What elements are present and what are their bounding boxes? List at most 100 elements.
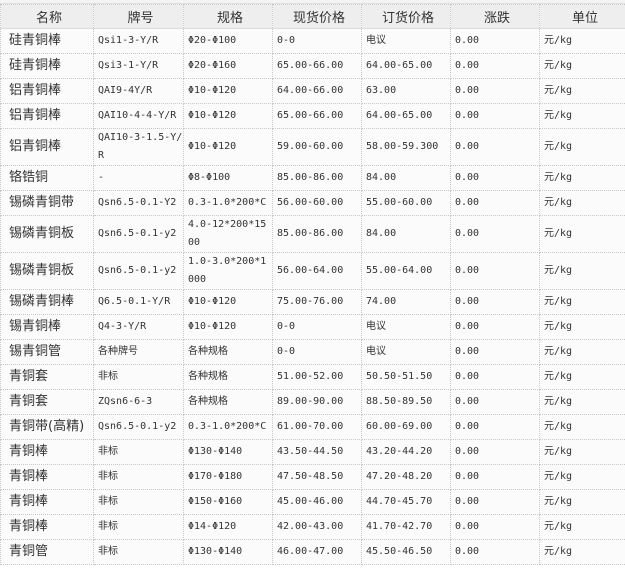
table-row: 锡磷青铜板 Qsn6.5-0.1-y2 1.0-3.0*200*1000 56.00-… [0, 252, 625, 290]
cell-order-price: 88.50-89.50 [361, 389, 451, 415]
cell-spec: 0.3-1.0*200*C [183, 414, 273, 440]
cell-change: 0.00 [450, 389, 540, 415]
cell-name: 青铜套 [0, 389, 94, 415]
cell-unit: 元/kg [539, 252, 625, 290]
cell-spot-price: 75.00-76.00 [272, 289, 362, 315]
cell-name: 青铜棒 [0, 489, 94, 515]
table-row: 青铜棒 非标 Φ150-Φ160 45.00-46.00 44.70-45.70 0.00… [0, 489, 625, 515]
cell-spot-price: 61.00-70.00 [272, 414, 362, 440]
cell-order-price: 电议 [361, 339, 451, 365]
cell-spec: 1.0-3.0*200*1000 [183, 252, 273, 290]
cell-order-price: 64.00-65.00 [361, 103, 451, 129]
cell-spot-price: 43.50-44.50 [272, 439, 362, 465]
cell-spot-price: 85.00-86.00 [272, 165, 362, 191]
cell-grade: Qsn6.5-0.1-y2 [93, 414, 184, 440]
cell-change: 0.00 [450, 28, 540, 54]
cell-spot-price: 51.00-52.00 [272, 364, 362, 390]
cell-spec: 各种规格 [183, 364, 273, 390]
cell-change: 0.00 [450, 190, 540, 216]
cell-spot-price: 45.00-46.00 [272, 489, 362, 515]
cell-change: 0.00 [450, 314, 540, 340]
cell-spec: Φ170-Φ180 [183, 464, 273, 490]
cell-name: 硅青铜棒 [0, 53, 94, 79]
cell-unit: 元/kg [539, 414, 625, 440]
cell-name: 铬锆铜 [0, 165, 94, 191]
cell-grade: 非标 [93, 439, 184, 465]
cell-grade: Qsi3-1-Y/R [93, 53, 184, 79]
table-row: 铝青铜棒 QAI9-4Y/R Φ10-Φ120 64.00-66.00 63.00 0.0… [0, 78, 625, 104]
header-row: 名称 牌号 规格 现货价格 订货价格 涨跌 单位 [0, 4, 625, 29]
table-row: 锡磷青铜棒 Q6.5-0.1-Y/R Φ10-Φ120 75.00-76.00 74.0… [0, 289, 625, 315]
cell-spec: Φ10-Φ120 [183, 78, 273, 104]
cell-change: 0.00 [450, 252, 540, 290]
cell-spec: 0.3-1.0*200*C [183, 190, 273, 216]
cell-change: 0.00 [450, 489, 540, 515]
table-row: 锡青铜管 各种牌号 各种规格 0-0 电议 0.00 元/kg [0, 339, 625, 365]
cell-spot-price: 65.00-66.00 [272, 53, 362, 79]
cell-order-price: 74.00 [361, 289, 451, 315]
cell-order-price: 55.00-60.00 [361, 190, 451, 216]
cell-spot-price: 42.00-43.00 [272, 514, 362, 540]
cell-unit: 元/kg [539, 190, 625, 216]
cell-name: 锡磷青铜板 [0, 252, 94, 290]
cell-unit: 元/kg [539, 364, 625, 390]
cell-unit: 元/kg [539, 389, 625, 415]
table-row: 铝青铜棒 QAI10-4-4-Y/R Φ10-Φ120 65.00-66.00 64.0… [0, 103, 625, 129]
cell-order-price: 电议 [361, 28, 451, 54]
cell-order-price: 60.00-69.00 [361, 414, 451, 440]
cell-spot-price: 46.00-47.00 [272, 539, 362, 565]
cell-spot-price: 59.00-60.00 [272, 128, 362, 166]
top-border [0, 0, 625, 4]
cell-spot-price: 56.00-64.00 [272, 252, 362, 290]
cell-change: 0.00 [450, 364, 540, 390]
cell-spec: 各种规格 [183, 339, 273, 365]
cell-unit: 元/kg [539, 53, 625, 79]
cell-unit: 元/kg [539, 215, 625, 253]
cell-name: 青铜棒 [0, 464, 94, 490]
cell-name: 锡磷青铜棒 [0, 289, 94, 315]
cell-change: 0.00 [450, 514, 540, 540]
cell-name: 青铜套 [0, 364, 94, 390]
cell-order-price: 84.00 [361, 215, 451, 253]
cell-spot-price: 89.00-90.00 [272, 389, 362, 415]
cell-unit: 元/kg [539, 314, 625, 340]
cell-unit: 元/kg [539, 28, 625, 54]
cell-grade: 非标 [93, 464, 184, 490]
table-row: 青铜套 非标 各种规格 51.00-52.00 50.50-51.50 0.00 元/kg [0, 364, 625, 390]
cell-order-price: 50.50-51.50 [361, 364, 451, 390]
header-unit: 单位 [539, 4, 625, 29]
cell-change: 0.00 [450, 215, 540, 253]
cell-grade: 非标 [93, 364, 184, 390]
cell-grade: 非标 [93, 489, 184, 515]
cell-unit: 元/kg [539, 464, 625, 490]
cell-order-price: 64.00-65.00 [361, 53, 451, 79]
cell-order-price: 电议 [361, 314, 451, 340]
cell-unit: 元/kg [539, 514, 625, 540]
table-row: 青铜棒 非标 Φ130-Φ140 43.50-44.50 43.20-44.20 0.00… [0, 439, 625, 465]
cell-unit: 元/kg [539, 339, 625, 365]
cell-order-price: 43.20-44.20 [361, 439, 451, 465]
cell-order-price: 45.50-46.50 [361, 539, 451, 565]
cell-name: 锡磷青铜带 [0, 190, 94, 216]
cell-spec: Φ14-Φ120 [183, 514, 273, 540]
cell-name: 铝青铜棒 [0, 128, 94, 166]
cell-unit: 元/kg [539, 439, 625, 465]
cell-spec: Φ150-Φ160 [183, 489, 273, 515]
table-row: 青铜棒 非标 Φ170-Φ180 47.50-48.50 47.20-48.20 0.00… [0, 464, 625, 490]
cell-grade: QAI10-3-1.5-Y/R [93, 128, 184, 166]
header-order-price: 订货价格 [361, 4, 451, 29]
cell-grade: Q6.5-0.1-Y/R [93, 289, 184, 315]
cell-name: 锡磷青铜板 [0, 215, 94, 253]
cell-grade: Q4-3-Y/R [93, 314, 184, 340]
cell-grade: Qsn6.5-0.1-y2 [93, 215, 184, 253]
cell-change: 0.00 [450, 165, 540, 191]
table-row: 青铜套 ZQsn6-6-3 各种规格 89.00-90.00 88.50-89.50 0.… [0, 389, 625, 415]
table-body: 硅青铜棒 Qsi1-3-Y/R Φ20-Φ100 0-0 电议 0.00 元/kg 硅青铜棒 Q… [0, 28, 625, 565]
cell-change: 0.00 [450, 103, 540, 129]
cell-unit: 元/kg [539, 103, 625, 129]
cell-name: 铝青铜棒 [0, 103, 94, 129]
cell-order-price: 84.00 [361, 165, 451, 191]
cell-grade: - [93, 165, 184, 191]
cell-spot-price: 85.00-86.00 [272, 215, 362, 253]
cell-spec: Φ10-Φ120 [183, 128, 273, 166]
